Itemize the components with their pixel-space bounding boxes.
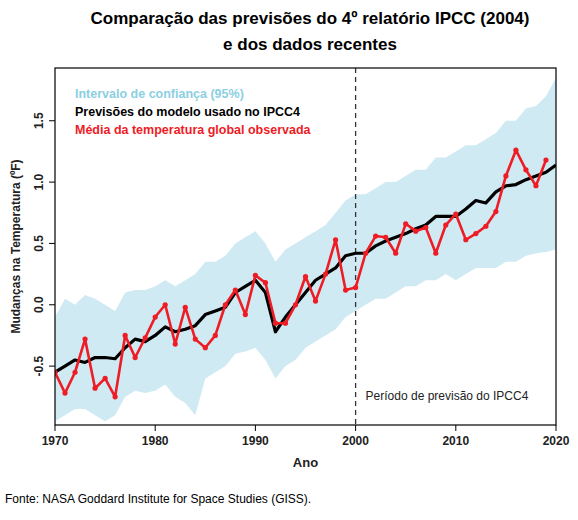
x-tick <box>55 425 56 431</box>
observed-point <box>523 167 528 172</box>
source: Fonte: NASA Goddard Institute for Space … <box>5 492 311 506</box>
subtitle: e dos dados recentes <box>223 35 397 54</box>
observed-point <box>463 237 468 242</box>
observed-point <box>423 225 428 230</box>
x-tick <box>455 425 456 431</box>
observed-point <box>493 209 498 214</box>
observed-point <box>163 302 168 307</box>
y-tick <box>49 304 55 305</box>
confidence-band <box>55 78 556 422</box>
y-axis-title: Mudanças na Temperatura (ºF) <box>9 159 23 333</box>
x-tick-label: 1970 <box>42 434 69 448</box>
chart: Comparação das previsões do 4º relatório… <box>0 0 578 520</box>
title: Comparação das previsões do 4º relatório… <box>91 9 530 28</box>
observed-point <box>283 321 288 326</box>
observed-point <box>113 394 118 399</box>
observed-point <box>453 211 458 216</box>
observed-point <box>243 312 248 317</box>
observed-point <box>153 314 158 319</box>
observed-point <box>263 280 268 285</box>
observed-point <box>183 305 188 310</box>
observed-point <box>323 272 328 277</box>
x-tick-label: 2010 <box>442 434 469 448</box>
observed-point <box>473 231 478 236</box>
observed-point <box>303 274 308 279</box>
x-tick-label: 2000 <box>342 434 369 448</box>
observed-point <box>223 302 228 307</box>
observed-point <box>103 376 108 381</box>
observed-point <box>173 341 178 346</box>
page: {"chart_data": { "type": "line", "title"… <box>0 0 578 520</box>
observed-point <box>393 251 398 256</box>
observed-line <box>55 150 546 397</box>
observed-point <box>503 173 508 178</box>
x-tick <box>556 425 557 431</box>
observed-point <box>203 345 208 350</box>
observed-point <box>293 302 298 307</box>
y-tick-label: -0.5 <box>32 355 46 376</box>
observed-point <box>433 251 438 256</box>
observed-point <box>233 287 238 292</box>
legend-entry: Previsões do modelo usado no IPCC4 <box>75 105 300 119</box>
plot-area <box>55 68 556 425</box>
observed-point <box>333 237 338 242</box>
observed-point <box>373 233 378 238</box>
observed-point <box>92 386 97 391</box>
observed-point <box>133 355 138 360</box>
observed-point <box>353 285 358 290</box>
y-tick <box>49 120 55 121</box>
x-tick <box>255 425 256 431</box>
y-tick <box>49 243 55 244</box>
observed-point <box>193 337 198 342</box>
x-tick-label: 2020 <box>543 434 570 448</box>
y-tick-label: 0.0 <box>32 296 46 313</box>
observed-point <box>72 370 77 375</box>
x-tick <box>355 425 356 431</box>
observed-point <box>213 333 218 338</box>
x-tick <box>155 425 156 431</box>
legend-entry: Média da temperatura global observada <box>75 123 312 137</box>
observed-point <box>143 335 148 340</box>
observed-point <box>443 222 448 227</box>
observed-point <box>363 251 368 256</box>
legend-entry: Intervalo de confiança (95%) <box>75 87 244 101</box>
y-tick-label: 1.5 <box>32 112 46 129</box>
observed-point <box>533 183 538 188</box>
annotation-line <box>355 68 356 425</box>
observed-point <box>513 148 518 153</box>
observed-point <box>383 235 388 240</box>
plot-frame <box>55 68 556 425</box>
model-line <box>55 165 556 372</box>
observed-point <box>413 229 418 234</box>
x-axis-title: Ano <box>293 455 318 470</box>
x-tick-label: 1990 <box>242 434 269 448</box>
observed-point <box>483 224 488 229</box>
y-tick-label: 0.5 <box>32 235 46 252</box>
observed-point <box>313 298 318 303</box>
y-tick <box>49 182 55 183</box>
observed-point <box>543 157 548 162</box>
observed-point <box>343 287 348 292</box>
y-tick <box>49 366 55 367</box>
observed-point <box>82 337 87 342</box>
y-tick-label: 1.0 <box>32 173 46 190</box>
observed-point <box>273 321 278 326</box>
annotation-text: Período de previsão do IPCC4 <box>366 389 529 403</box>
x-tick-label: 1980 <box>142 434 169 448</box>
observed-point <box>253 273 258 278</box>
observed-point <box>62 391 67 396</box>
observed-point <box>123 333 128 338</box>
observed-point <box>403 221 408 226</box>
